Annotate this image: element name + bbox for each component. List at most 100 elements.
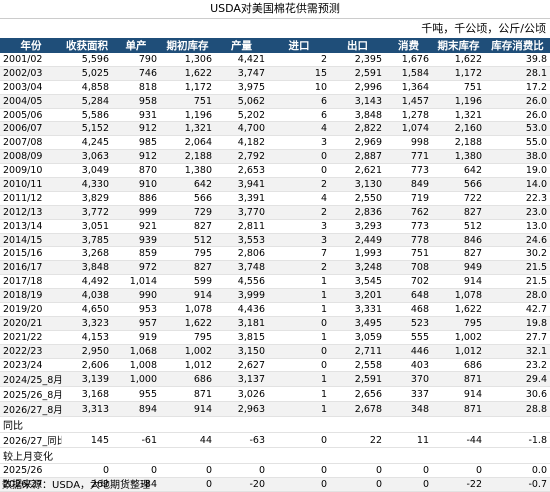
cell: 3,748 <box>215 260 268 276</box>
year-cell: 2026/27 <box>0 477 62 492</box>
cell: 22 <box>330 432 385 449</box>
cell: 3,268 <box>62 246 112 262</box>
year-cell: 2008/09 <box>0 149 62 165</box>
cell: 30.6 <box>485 386 550 403</box>
cell: 42.7 <box>485 302 550 317</box>
cell: 1,622 <box>160 316 215 331</box>
cell: 751 <box>160 94 215 109</box>
cell: 3,331 <box>330 302 385 317</box>
cell: 38.0 <box>485 149 550 165</box>
cell: 2,558 <box>330 358 385 373</box>
cell: 29.4 <box>485 371 550 388</box>
cell: 3 <box>268 233 330 248</box>
year-cell: 2022/23 <box>0 344 62 359</box>
cell: 686 <box>432 358 485 373</box>
cell: 2 <box>268 53 330 67</box>
cell: -1.8 <box>485 432 550 449</box>
cell: 5,152 <box>62 121 112 137</box>
units: 千吨，千公顷，公斤/公顷 <box>0 18 550 38</box>
cell: 2,811 <box>215 219 268 234</box>
column-header: 库存消费比 <box>485 38 550 53</box>
cell: 3,201 <box>330 288 385 304</box>
cell: 13.0 <box>485 219 550 234</box>
cell: 914 <box>432 274 485 290</box>
cell: 3,770 <box>215 205 268 220</box>
cell: 1,380 <box>432 149 485 165</box>
row: 2026/27_8月 3,313 894 914 2,963 1 2,678 348 871 28… <box>0 401 550 418</box>
row: 2008/09 3,063 912 2,188 2,792 0 2,887 771 1,380 3… <box>0 149 550 165</box>
cell: 827 <box>160 219 215 234</box>
row: 2023/24 2,606 1,008 1,012 2,627 0 2,558 403 686 2… <box>0 358 550 373</box>
cell: 2,678 <box>330 401 385 418</box>
cell: 0 <box>330 463 385 479</box>
cell: 790 <box>112 53 160 67</box>
cell: 827 <box>432 246 485 262</box>
cell: 2,449 <box>330 233 385 248</box>
row: 2004/05 5,284 958 751 5,062 6 3,143 1,457 1,196 2… <box>0 94 550 109</box>
cell: 5,284 <box>62 94 112 109</box>
column-header: 产量 <box>215 38 268 53</box>
row: 2026/27_同比 145 -61 44 -63 0 22 11 -44 -1.8 <box>0 432 550 449</box>
cell: 3,150 <box>215 344 268 359</box>
cell: 4 <box>268 191 330 206</box>
cell: 1,002 <box>160 344 215 359</box>
cell: 2 <box>268 260 330 276</box>
cell: 1,074 <box>385 121 432 137</box>
cell: 642 <box>160 177 215 192</box>
cell: 1,078 <box>432 288 485 304</box>
cell: 751 <box>385 246 432 262</box>
cell: 894 <box>112 401 160 418</box>
year-cell: 2012/13 <box>0 205 62 220</box>
cell: 939 <box>112 233 160 248</box>
cell: 949 <box>432 260 485 276</box>
cell: 3,941 <box>215 177 268 192</box>
cell: 4,182 <box>215 135 268 151</box>
cell: 702 <box>385 274 432 290</box>
cell: 0 <box>215 463 268 479</box>
cell: 1 <box>268 371 330 388</box>
cell: 1,008 <box>112 358 160 373</box>
cell: 729 <box>160 205 215 220</box>
cell: 5,025 <box>62 66 112 81</box>
cell: 4,245 <box>62 135 112 151</box>
cell: 3,137 <box>215 371 268 388</box>
cell: 3,975 <box>215 80 268 95</box>
row: 2025/26 0 0 0 0 0 0 0 0 0.0 <box>0 463 550 479</box>
cell: 0 <box>330 477 385 492</box>
cell: 914 <box>432 386 485 403</box>
cell: 795 <box>160 246 215 262</box>
cell: 919 <box>112 330 160 345</box>
cell: 4,330 <box>62 177 112 192</box>
cell: 2,792 <box>215 149 268 165</box>
cell: 39.8 <box>485 53 550 67</box>
cell: 2,806 <box>215 246 268 262</box>
cell: 21.5 <box>485 274 550 290</box>
cell: 795 <box>160 330 215 345</box>
cell: 4,153 <box>62 330 112 345</box>
cell: 1,364 <box>385 80 432 95</box>
cell: 5,202 <box>215 108 268 123</box>
header-row: 年份 收获面积 单产 期初库存 产量 进口 出口 消费 期末库存 库存消费比 <box>0 38 550 53</box>
cell: 2,950 <box>62 344 112 359</box>
cell: 3,772 <box>62 205 112 220</box>
cell: 972 <box>112 260 160 276</box>
cell: 914 <box>160 401 215 418</box>
year-cell: 2024/25_8月 <box>0 371 62 388</box>
cell: 512 <box>432 219 485 234</box>
row: 2025/26_8月 3,168 955 871 3,026 1 2,656 337 914 30… <box>0 386 550 403</box>
year-cell: 2020/21 <box>0 316 62 331</box>
cell: -61 <box>112 432 160 449</box>
cell: 3,130 <box>330 177 385 192</box>
cell: 1,321 <box>160 121 215 137</box>
cell: 1,196 <box>160 108 215 123</box>
cell: 998 <box>385 135 432 151</box>
cell: 468 <box>385 302 432 317</box>
cell: 262 <box>62 477 112 492</box>
cell: 2,160 <box>432 121 485 137</box>
cell: 3,829 <box>62 191 112 206</box>
cell: 3,248 <box>330 260 385 276</box>
column-header: 出口 <box>330 38 385 53</box>
cell: 958 <box>112 94 160 109</box>
cell: 2,656 <box>330 386 385 403</box>
cell: 2,188 <box>432 135 485 151</box>
